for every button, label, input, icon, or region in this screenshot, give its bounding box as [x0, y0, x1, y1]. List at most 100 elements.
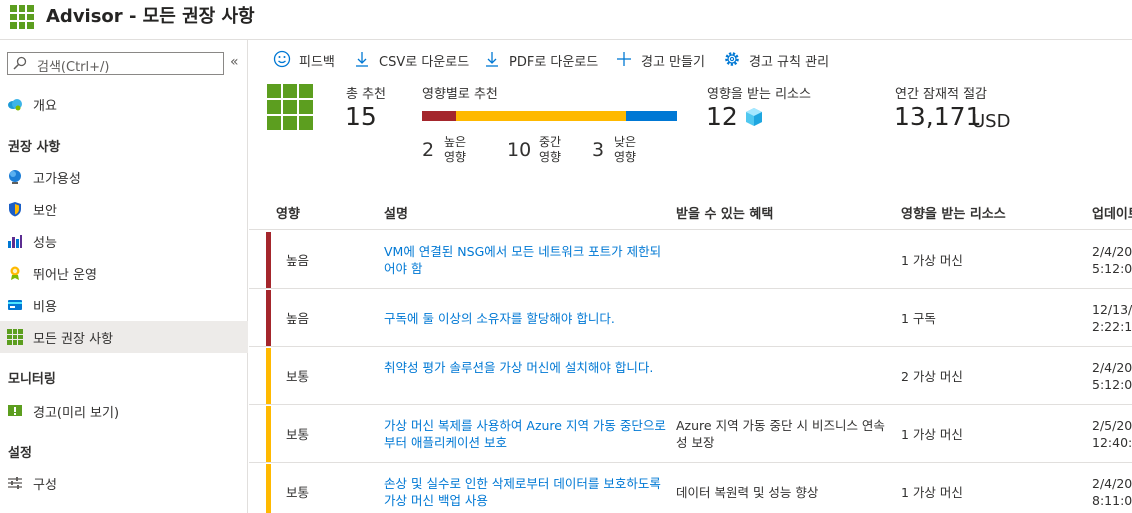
sidebar-item-all-recommendations[interactable]: 모든 권장 사항	[0, 321, 248, 353]
impact-bar-medium	[455, 111, 626, 121]
sidebar-item-label: 보안	[33, 204, 57, 219]
impact-cell: 높음	[286, 253, 310, 268]
impact-cell: 높음	[286, 311, 310, 326]
impact-cell: 보통	[286, 369, 310, 384]
sidebar-item-label: 구성	[33, 478, 57, 493]
gear-icon	[725, 52, 739, 66]
low-impact-label: 낮은 영향	[614, 135, 637, 164]
high-impact-count: 2	[422, 139, 435, 161]
sidebar-item-high-availability[interactable]: 고가용성	[0, 161, 248, 193]
sidebar-item-label: 비용	[33, 300, 57, 315]
column-header-benefit[interactable]: 받을 수 있는 혜택	[676, 207, 774, 222]
advisor-grid-icon	[10, 5, 34, 29]
sidebar-item-cost[interactable]: 비용	[0, 289, 248, 321]
section-monitoring: 모니터링	[8, 372, 56, 387]
impact-bar-high	[422, 111, 456, 121]
updated-time: 5:12:00 PM	[1092, 377, 1132, 392]
medium-impact-count: 10	[507, 139, 532, 161]
sidebar-item-label: 성능	[33, 236, 57, 251]
total-recommendations-label: 총 추천	[346, 87, 387, 102]
search-icon	[13, 56, 27, 70]
low-impact-count: 3	[592, 139, 605, 161]
by-impact-label: 영향별로 추천	[422, 87, 498, 102]
annual-savings-label: 연간 잠재적 절감	[895, 87, 987, 102]
sidebar-item-label: 경고(미리 보기)	[33, 406, 120, 421]
column-header-resources[interactable]: 영향을 받는 리소스	[901, 207, 1006, 222]
sidebar-item-label: 고가용성	[33, 172, 81, 187]
smiley-icon	[273, 50, 291, 68]
sliders-icon	[8, 477, 22, 489]
table-row[interactable]: 높음 구독에 둘 이상의 소유자를 할당해야 합니다. 1 구독 12/13/2…	[249, 289, 1132, 347]
resources-cell: 2 가상 머신	[901, 369, 963, 384]
high-impact-label: 높은 영향	[444, 135, 467, 164]
annual-savings-value: 13,171	[894, 102, 982, 131]
impact-indicator	[266, 290, 271, 346]
download-pdf-button[interactable]: PDF로 다운로드	[483, 49, 607, 70]
impact-bar-low	[625, 111, 677, 121]
sidebar-item-configuration[interactable]: 구성	[0, 467, 248, 499]
download-csv-button[interactable]: CSV로 다운로드	[353, 49, 477, 70]
impact-indicator	[266, 232, 271, 288]
updated-date: 2/4/2021	[1092, 244, 1132, 259]
page-title: Advisor - 모든 권장 사항	[46, 6, 255, 27]
description-link[interactable]: 구독에 둘 이상의 소유자를 할당해야 합니다.	[384, 311, 615, 326]
resource-cube-icon	[746, 108, 762, 126]
description-link[interactable]: 취약성 평가 솔루션을 가상 머신에 설치해야 합니다.	[384, 360, 654, 375]
alert-icon	[8, 405, 22, 416]
benefit-cell: Azure 지역 가동 중단 시 비즈니스 연속성 보장	[676, 418, 885, 450]
description-link[interactable]: 손상 및 실수로 인한 삭제로부터 데이터를 보호하도록 가상 머신 백업 사용	[384, 476, 661, 508]
download-icon	[486, 52, 498, 67]
updated-date: 2/4/2021	[1092, 476, 1132, 491]
table-row[interactable]: 보통 취약성 평가 솔루션을 가상 머신에 설치해야 합니다. 2 가상 머신 …	[249, 347, 1132, 405]
feedback-button[interactable]: 피드백	[273, 49, 343, 70]
summary-panel: 총 추천 15 영향별로 추천 2 높은 영향 10 중간 영향 3 낮은 영향…	[249, 78, 1132, 188]
create-alert-button[interactable]: 경고 만들기	[615, 49, 715, 70]
column-header-impact[interactable]: 영향	[276, 207, 300, 222]
impact-cell: 보통	[286, 427, 310, 442]
description-link[interactable]: VM에 연결된 NSG에서 모든 네트워크 포트가 제한되어야 함	[384, 244, 662, 276]
impact-indicator	[266, 348, 271, 404]
search-input[interactable]: 검색(Ctrl+/)	[7, 52, 224, 75]
sidebar-item-security[interactable]: 보안	[0, 193, 248, 225]
medal-icon	[10, 266, 20, 280]
column-header-updated[interactable]: 업데이트	[1092, 207, 1132, 222]
medium-impact-label: 중간 영향	[539, 135, 562, 164]
resources-cell: 1 가상 머신	[901, 485, 963, 500]
benefit-cell: 데이터 복원력 및 성능 향상	[676, 485, 819, 500]
impact-indicator	[266, 464, 271, 513]
sidebar: 검색(Ctrl+/) « 개요 권장 사항 고가용성 보안 성능 뛰어난 운영 …	[0, 40, 248, 513]
updated-date: 12/13/2020	[1092, 302, 1132, 317]
sidebar-item-overview[interactable]: 개요	[0, 88, 248, 120]
shield-icon	[9, 202, 21, 217]
sidebar-item-alerts[interactable]: 경고(미리 보기)	[0, 395, 248, 427]
column-header-description[interactable]: 설명	[384, 207, 408, 222]
description-link[interactable]: 가상 머신 복제를 사용하여 Azure 지역 가동 중단으로부터 애플리케이션…	[384, 418, 666, 450]
resources-cell: 1 가상 머신	[901, 253, 963, 268]
impact-indicator	[266, 406, 271, 462]
table-row[interactable]: 높음 VM에 연결된 NSG에서 모든 네트워크 포트가 제한되어야 함 1 가…	[249, 231, 1132, 289]
sidebar-item-operational-excellence[interactable]: 뛰어난 운영	[0, 257, 248, 289]
recommendations-table-header: 영향 설명 받을 수 있는 혜택 영향을 받는 리소스 업데이트	[249, 196, 1132, 230]
updated-time: 2:22:15 PM	[1092, 319, 1132, 334]
affected-resources-label: 영향을 받는 리소스	[707, 87, 811, 102]
impact-cell: 보통	[286, 485, 310, 500]
command-bar: 피드백 CSV로 다운로드 PDF로 다운로드 경고 만들기 경고 규칙 관리	[249, 40, 1132, 78]
title-bar: Advisor - 모든 권장 사항	[0, 0, 1132, 40]
sidebar-item-label: 개요	[33, 99, 57, 114]
updated-time: 8:11:07 PM	[1092, 493, 1132, 508]
cloud-icon	[8, 99, 22, 111]
updated-date: 2/5/2021	[1092, 418, 1132, 433]
table-row[interactable]: 보통 손상 및 실수로 인한 삭제로부터 데이터를 보호하도록 가상 머신 백업…	[249, 463, 1132, 513]
manage-alert-rules-button[interactable]: 경고 규칙 관리	[723, 49, 843, 70]
total-recommendations-value: 15	[345, 102, 377, 131]
table-row[interactable]: 보통 가상 머신 복제를 사용하여 Azure 지역 가동 중단으로부터 애플리…	[249, 405, 1132, 463]
search-placeholder: 검색(Ctrl+/)	[37, 60, 110, 75]
collapse-sidebar-button[interactable]: «	[230, 54, 239, 70]
advisor-grid-icon	[267, 84, 313, 130]
updated-time: 5:12:00 PM	[1092, 261, 1132, 276]
download-icon	[356, 52, 368, 67]
sidebar-item-performance[interactable]: 성능	[0, 225, 248, 257]
affected-resources-value: 12	[706, 102, 738, 131]
sidebar-item-label: 모든 권장 사항	[33, 332, 114, 347]
section-settings: 설정	[8, 446, 32, 461]
